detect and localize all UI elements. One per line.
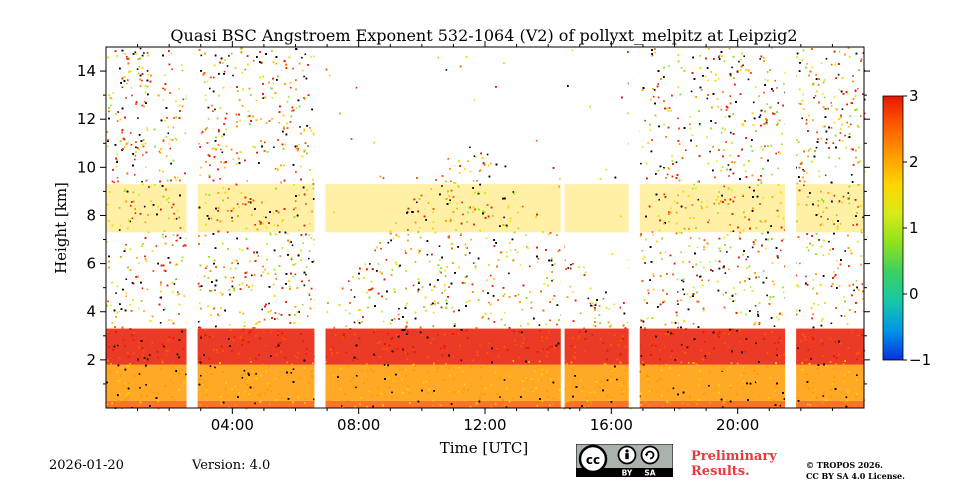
data-gap xyxy=(785,47,796,408)
y-tick-label: 12 xyxy=(77,110,96,128)
aerosol-layer xyxy=(106,329,864,365)
x-tick-labels: 04:00 08:00 12:00 16:00 20:00 xyxy=(211,416,760,434)
copyright-note: © TROPOS 2026. CC BY SA 4.0 License. xyxy=(806,460,905,482)
y-tick-labels: 2 4 6 8 10 12 14 xyxy=(77,62,96,369)
colorbar-tick-label: 2 xyxy=(909,153,919,171)
badge-sa-text: SA xyxy=(644,469,655,478)
chart-title: Quasi BSC Angstroem Exponent 532-1064 (V… xyxy=(170,26,797,45)
preliminary-line-1: Preliminary xyxy=(691,449,777,464)
x-tick-label: 16:00 xyxy=(590,416,633,434)
data-gap xyxy=(629,47,640,408)
data-gap xyxy=(561,47,565,408)
colorbar: −1 0 1 2 3 xyxy=(883,87,931,369)
footer-version: Version: 4.0 xyxy=(192,458,270,473)
x-tick-label: 04:00 xyxy=(211,416,254,434)
x-tick-label: 08:00 xyxy=(337,416,380,434)
copyright-line-2: CC BY SA 4.0 License. xyxy=(806,471,905,482)
y-tick-label: 6 xyxy=(86,255,96,273)
x-tick-label: 20:00 xyxy=(716,416,759,434)
colorbar-tick-label: 1 xyxy=(909,219,919,237)
colorbar-ticks: −1 0 1 2 3 xyxy=(903,87,931,369)
colorbar-tick-label: 0 xyxy=(909,285,919,303)
data-gap xyxy=(187,47,198,408)
share-alike-icon xyxy=(642,447,659,464)
aerosol-layer xyxy=(106,184,864,232)
colorbar-tick-label: −1 xyxy=(909,351,931,369)
colorbar-scale xyxy=(883,96,903,360)
footer-date: 2026-01-20 xyxy=(49,458,124,473)
badge-by-text: BY xyxy=(622,469,633,478)
y-tick-label: 4 xyxy=(86,303,96,321)
x-tick-label: 12:00 xyxy=(463,416,506,434)
x-axis-label: Time [UTC] xyxy=(440,439,529,457)
y-axis-label: Height [km] xyxy=(52,182,70,274)
y-tick-label: 10 xyxy=(77,158,96,176)
y-tick-label: 2 xyxy=(86,351,96,369)
colorbar-tick-label: 3 xyxy=(909,87,919,105)
preliminary-line-2: Results. xyxy=(691,464,777,479)
preliminary-note: Preliminary Results. xyxy=(691,449,777,479)
y-tick-label: 8 xyxy=(86,206,96,224)
copyright-line-1: © TROPOS 2026. xyxy=(806,460,905,471)
cc-license-badge: cc BY SA xyxy=(576,444,673,477)
data-gap xyxy=(314,47,325,408)
aerosol-layer xyxy=(106,401,864,408)
heatmap-area xyxy=(106,47,865,409)
y-tick-label: 14 xyxy=(77,62,96,80)
